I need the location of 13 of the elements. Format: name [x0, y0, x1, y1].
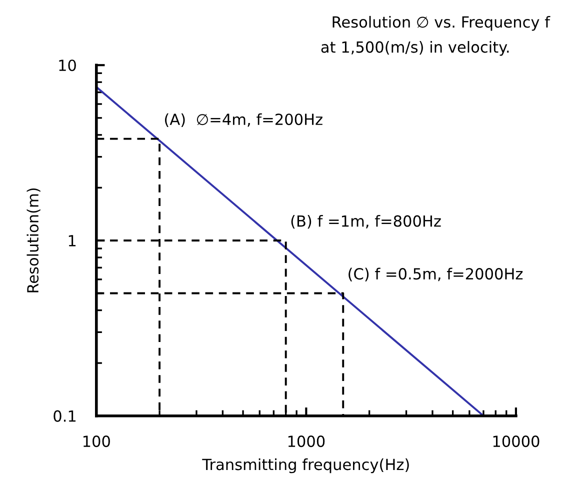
x-tick-label: 1000 — [288, 436, 325, 448]
y-tick-label: 1 — [68, 235, 76, 246]
x-tick-label: 100 — [83, 436, 110, 448]
annotation: (B) f =1m, f=800Hz — [291, 214, 441, 229]
chart-subtitle: at 1,500(m/s) in velocity. — [321, 40, 509, 56]
y-axis-title: Resolution(m) — [26, 188, 40, 292]
y-tick-label: 0.1 — [54, 410, 76, 422]
x-tick-label: 10000 — [493, 436, 540, 448]
y-tick-label: 10 — [59, 60, 76, 72]
x-axis-title: Transmitting frequency(Hz) — [202, 458, 409, 474]
annotation: (A) ∅=4m, f=200Hz — [165, 113, 322, 127]
annotation: (C) f =0.5m, f=2000Hz — [348, 268, 523, 282]
chart-title: Resolution ∅ vs. Frequency f — [332, 16, 550, 31]
